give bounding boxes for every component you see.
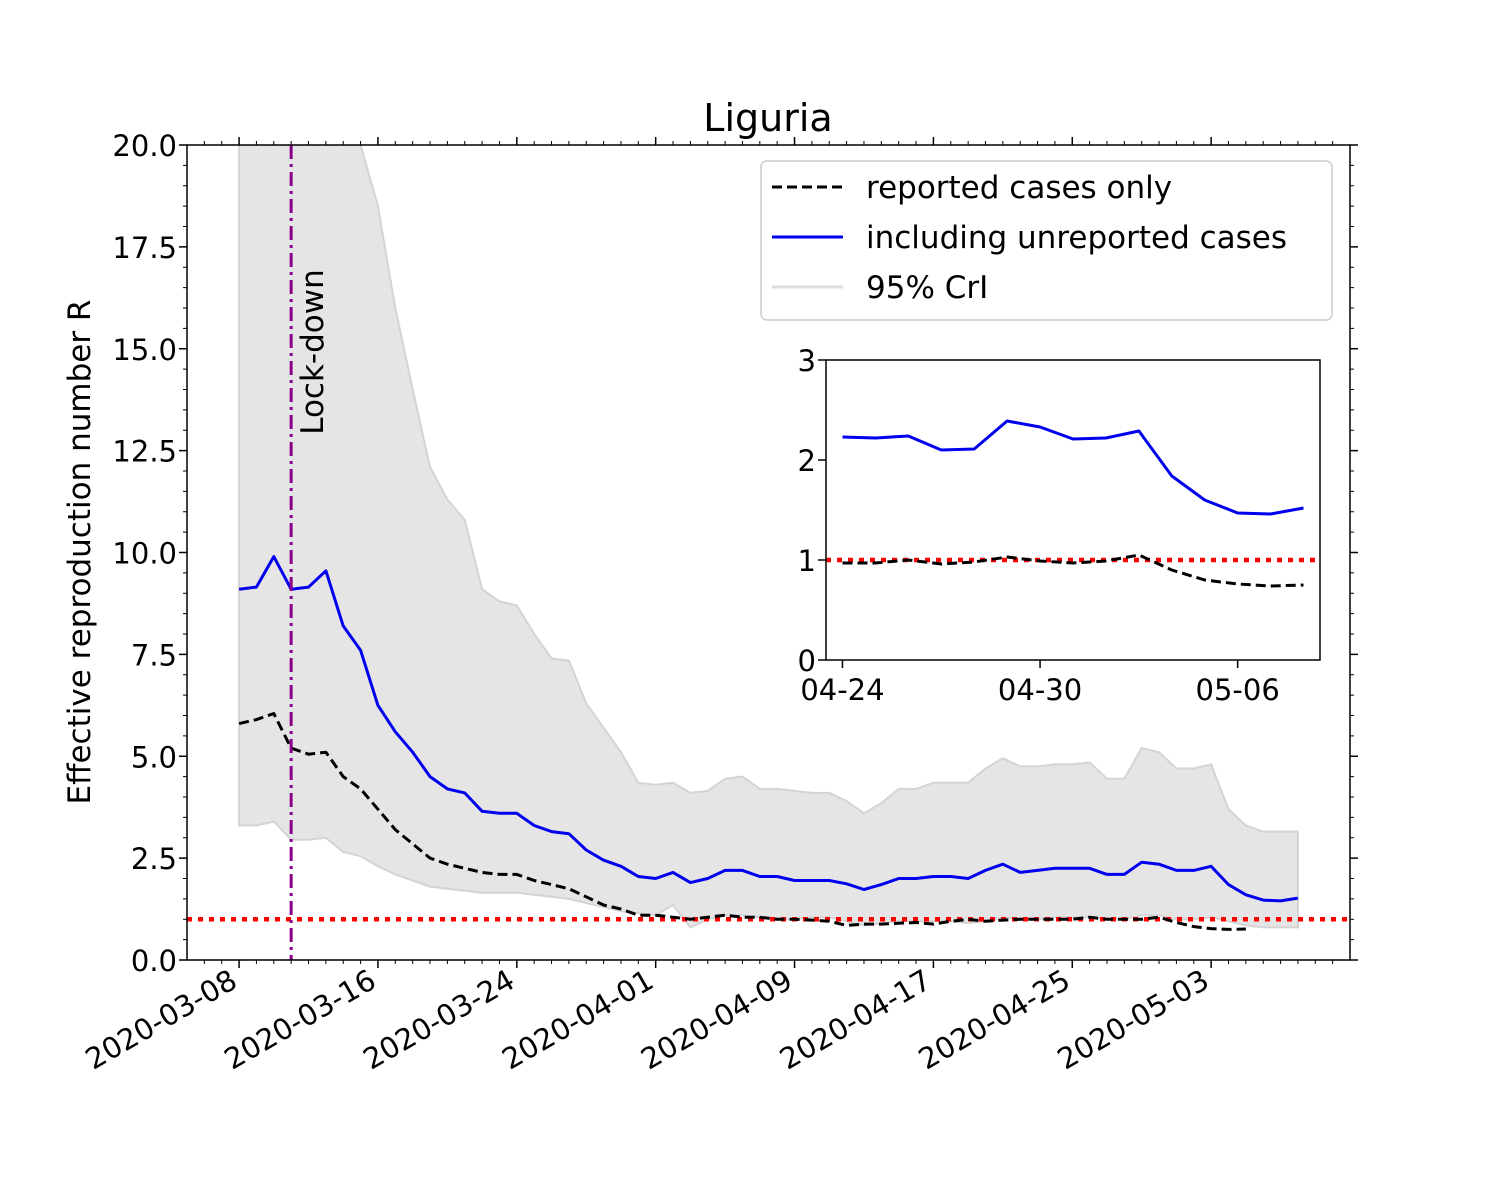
inset-series-layer: [842, 419, 1304, 588]
y-tick-label: 5.0: [131, 740, 177, 774]
series-line-unreported: [238, 555, 1299, 903]
inset-x-tick-label: 04-24: [800, 673, 884, 707]
inset-axes-frame: [825, 359, 1321, 661]
y-tick-label: 0.0: [131, 944, 177, 978]
inset-background: [826, 360, 1320, 660]
main-event-layer: Lock-down: [289, 145, 331, 960]
legend-label-unreported: including unreported cases: [866, 220, 1287, 256]
inset-x-tick-label: 05-06: [1196, 673, 1280, 707]
main-band-layer: [238, 145, 1299, 929]
y-tick-label: 15.0: [112, 333, 177, 367]
inset-y-tick-label: 2: [798, 444, 816, 478]
y-axis-label: Effective reproduction number R: [62, 300, 98, 805]
legend-label-cri: 95% CrI: [866, 270, 988, 306]
chart-title: Liguria: [703, 96, 832, 140]
y-tick-label: 12.5: [112, 435, 177, 469]
y-tick-label: 10.0: [112, 537, 177, 571]
credible-interval-band: [238, 145, 1299, 929]
main-series-layer: [238, 555, 1299, 931]
y-tick-label: 2.5: [131, 842, 177, 876]
y-tick-label: 20.0: [112, 129, 177, 163]
y-tick-label: 17.5: [112, 231, 177, 265]
legend: reported cases only including unreported…: [760, 160, 1333, 321]
inset-x-tick-label: 04-30: [998, 673, 1082, 707]
inset-ticks-layer: 0 1 2 3 04-24 04-30 05-06: [798, 344, 1280, 707]
series-line-reported: [238, 712, 1246, 931]
inset-y-tick-label: 0: [798, 644, 816, 678]
inset-y-tick-label: 3: [798, 344, 816, 378]
lockdown-label: Lock-down: [295, 269, 331, 435]
inset-axes-layer: [825, 359, 1321, 661]
inset-plot: 0 1 2 3 04-24 04-30 05-06: [798, 344, 1321, 707]
legend-frame: [760, 160, 1333, 321]
inset-series-line-unreported: [842, 419, 1304, 516]
legend-label-reported: reported cases only: [866, 170, 1172, 206]
inset-y-tick-label: 1: [798, 544, 816, 578]
y-tick-label: 7.5: [131, 638, 177, 672]
inset-series-line-reported: [842, 553, 1304, 588]
